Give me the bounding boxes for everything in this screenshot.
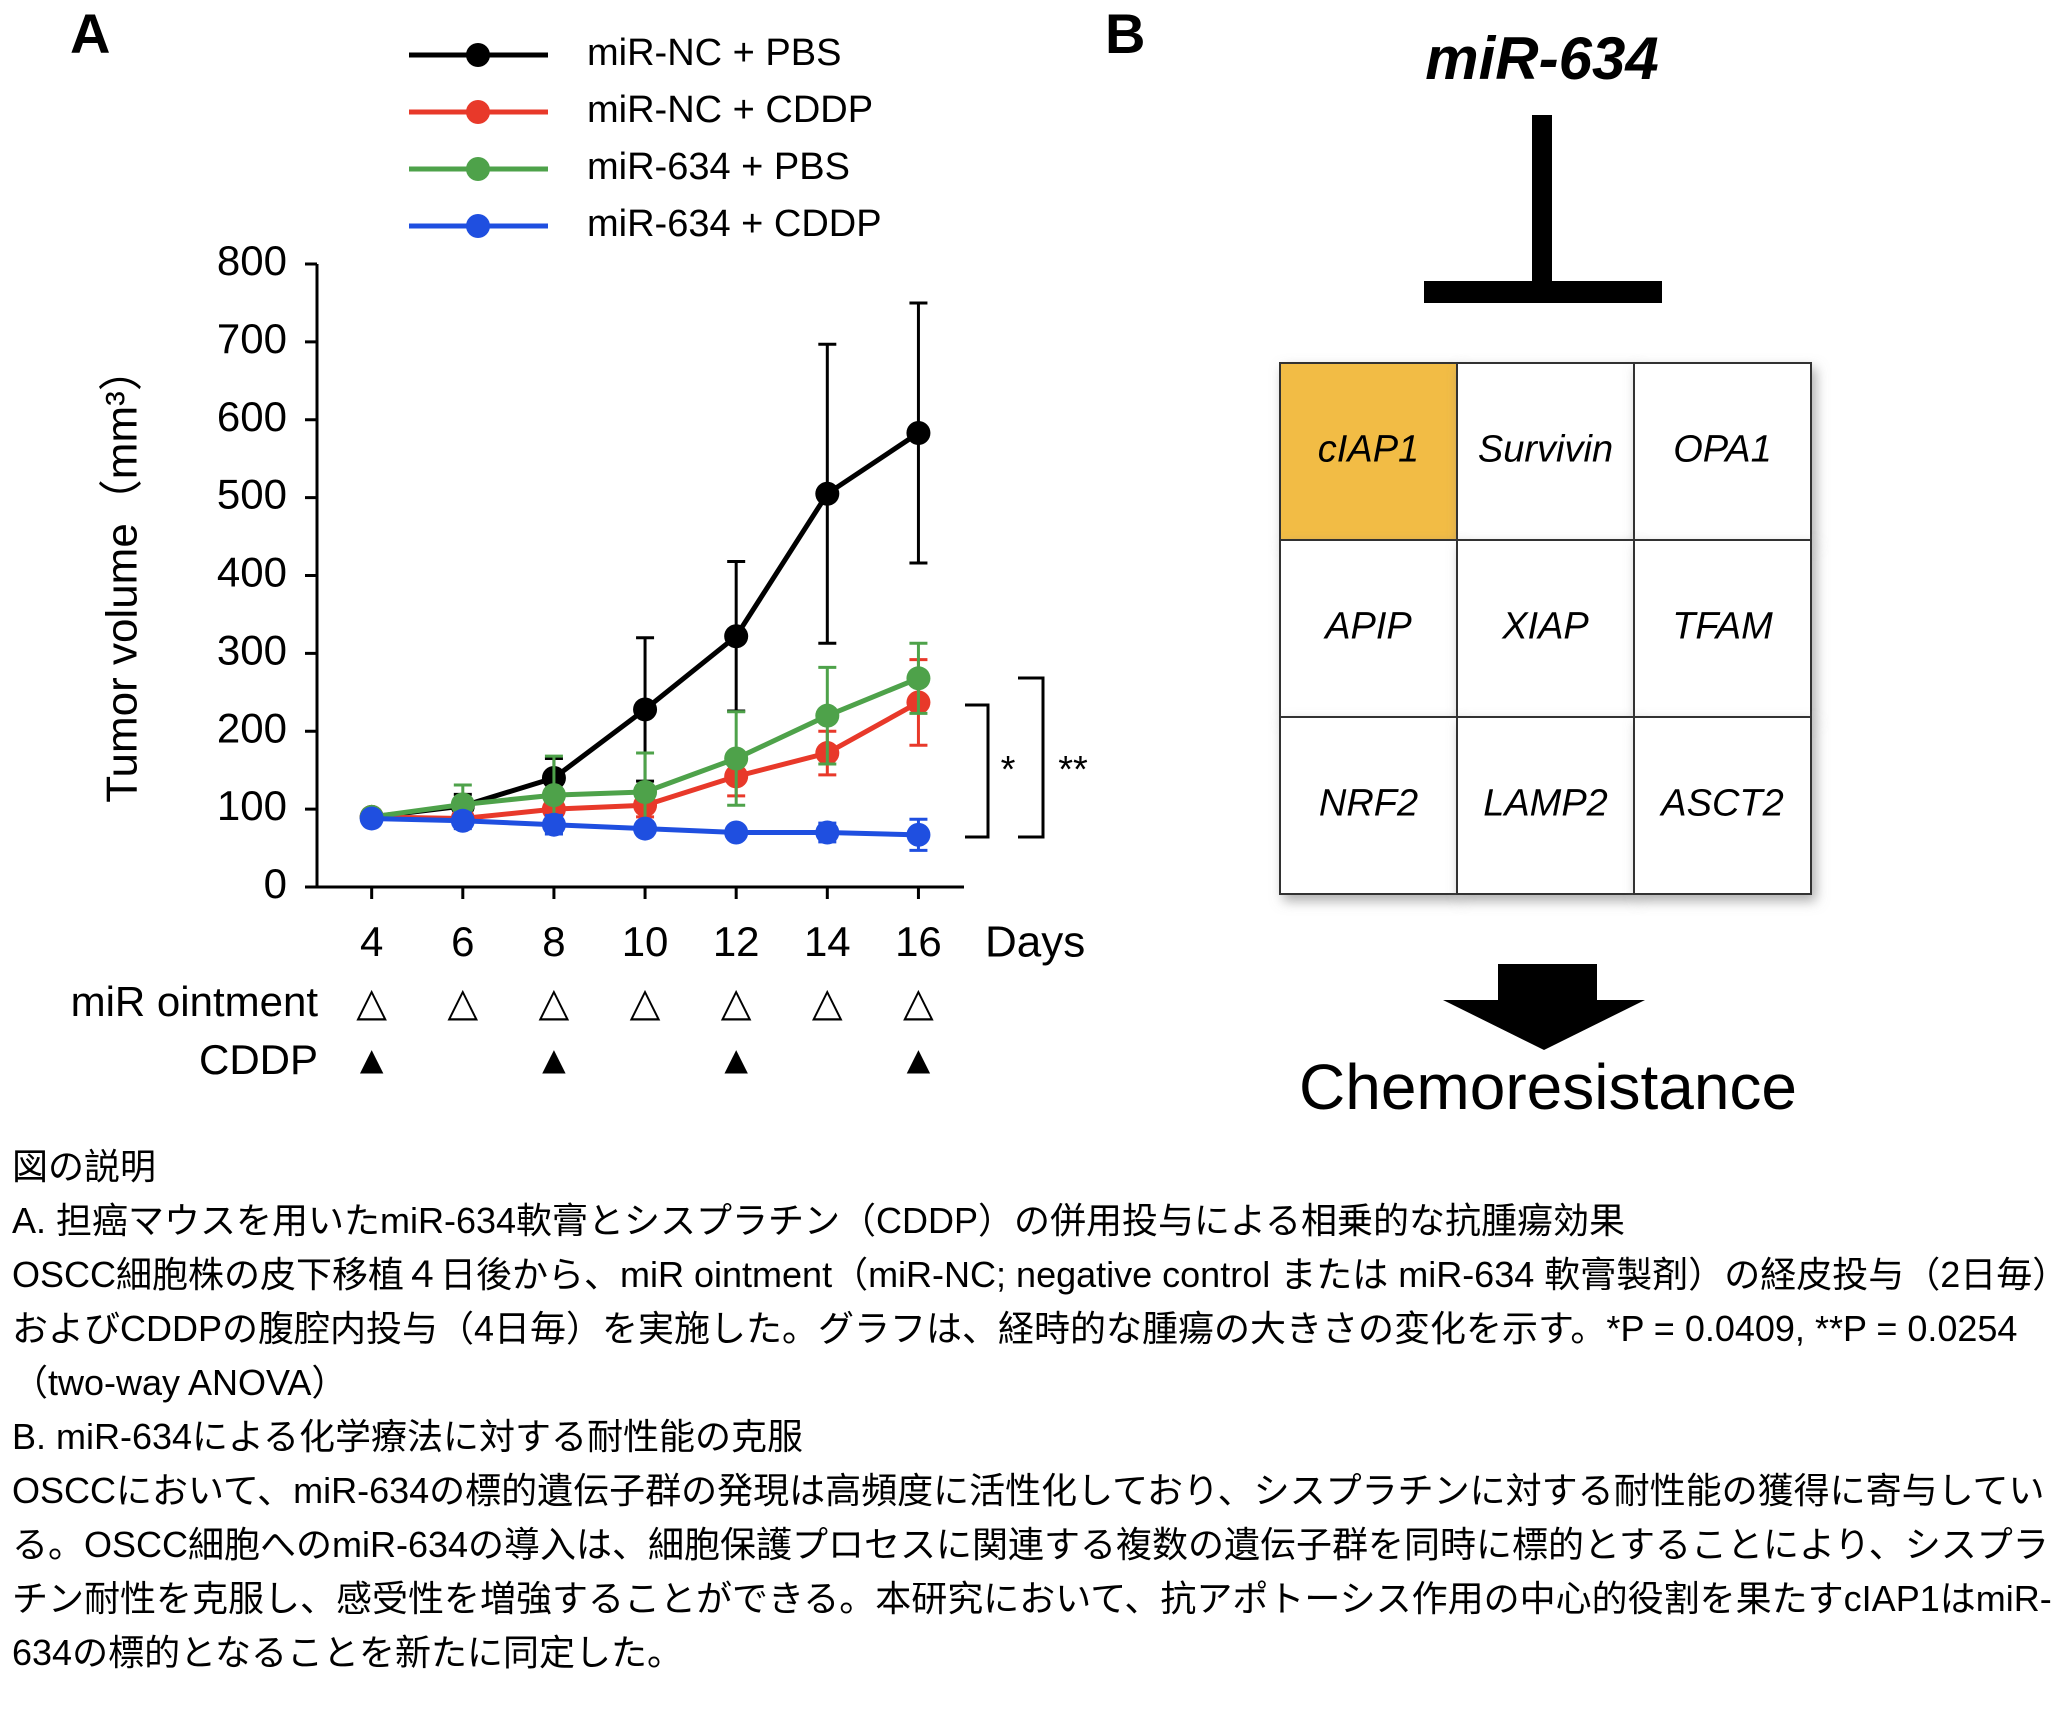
caption-text: OSCC細胞株の皮下移植４日後から、miR ointment（miR-NC; n…	[12, 1254, 2051, 1403]
x-tick-label: 6	[451, 918, 474, 965]
treatment-symbol: △	[630, 981, 661, 1025]
data-point	[450, 808, 475, 833]
data-point	[633, 779, 658, 804]
x-tick-label: 8	[542, 918, 565, 965]
caption-section-title: A. 担癌マウスを用いたmiR-634軟膏とシスプラチン（CDDP）の併用投与に…	[12, 1200, 1625, 1241]
data-point	[541, 812, 566, 837]
significance-label: **	[1058, 749, 1088, 791]
significance-label: *	[1001, 749, 1016, 791]
gene-piece	[1456, 539, 1635, 718]
legend-marker	[466, 157, 490, 181]
legend-label: miR-NC + PBS	[587, 32, 841, 74]
gene-label: OPA1	[1673, 429, 1772, 471]
figure: A B Tumor volume（mm³） Days miR-634 Chemo…	[70, 2, 1812, 1123]
y-tick-label: 600	[217, 393, 287, 440]
y-tick-label: 0	[264, 860, 287, 907]
data-point	[815, 703, 840, 728]
significance-bracket	[965, 703, 990, 839]
gene-label: TFAM	[1672, 606, 1773, 648]
gene-piece	[1633, 362, 1812, 541]
arrow-shaft	[1498, 964, 1597, 1002]
data-point	[815, 820, 840, 845]
diagram-output: Chemoresistance	[1299, 1051, 1797, 1123]
legend-label: miR-634 + CDDP	[587, 203, 882, 245]
y-tick-label: 200	[217, 704, 287, 751]
x-tick-label: 4	[360, 918, 383, 965]
gene-label: cIAP1	[1318, 429, 1419, 471]
legend-marker	[466, 214, 490, 238]
x-tick-label: 12	[713, 918, 760, 965]
panel-label: A	[70, 2, 110, 65]
treatment-symbol: ▲	[899, 1039, 939, 1083]
data-point	[724, 624, 749, 649]
gene-piece	[1456, 716, 1635, 895]
legend-marker	[466, 100, 490, 124]
y-tick-label: 800	[217, 237, 287, 284]
gene-label: XIAP	[1501, 606, 1589, 648]
gene-label: LAMP2	[1483, 783, 1608, 825]
arrow-head	[1443, 1000, 1645, 1050]
data-point	[724, 746, 749, 771]
data-point	[815, 481, 840, 506]
data-point	[633, 816, 658, 841]
gene-label: APIP	[1323, 606, 1412, 648]
y-tick-label: 400	[217, 549, 287, 596]
x-tick-label: 16	[895, 918, 942, 965]
caption: 図の説明 A. 担癌マウスを用いたmiR-634軟膏とシスプラチン（CDDP）の…	[12, 1140, 2057, 1680]
gene-label: NRF2	[1319, 783, 1418, 825]
gene-grid: cIAP1 Survivin OPA1 APIP XIAP TFAM NRF2 LAMP2 AS…	[1279, 362, 1812, 895]
y-tick-label: 100	[217, 782, 287, 829]
data-point	[633, 697, 658, 722]
data-point	[906, 822, 931, 847]
treatment-symbol: ▲	[352, 1039, 392, 1083]
diagram-title: miR-634	[1425, 25, 1658, 92]
legend-marker	[466, 43, 490, 67]
y-tick-label: 700	[217, 315, 287, 362]
treatment-symbol: △	[903, 981, 934, 1025]
caption-heading: 図の説明	[12, 1146, 157, 1187]
data-point	[906, 666, 931, 691]
treatment-symbol: △	[356, 981, 387, 1025]
panel-label: B	[1105, 2, 1145, 65]
caption-section-title: B. miR-634による化学療法に対する耐性能の克服	[12, 1416, 803, 1457]
treatment-symbol: ▲	[534, 1039, 574, 1083]
treatment-symbol: △	[812, 981, 843, 1025]
legend-label: miR-634 + PBS	[587, 146, 850, 188]
significance-bracket	[1018, 676, 1045, 839]
legend-label: miR-NC + CDDP	[587, 89, 873, 131]
data-point	[359, 806, 384, 831]
gene-label: Survivin	[1478, 429, 1613, 471]
treatment-symbol: △	[721, 981, 752, 1025]
y-tick-label: 300	[217, 626, 287, 673]
data-point	[724, 820, 749, 845]
y-tick-label: 500	[217, 471, 287, 518]
gene-piece	[1633, 716, 1812, 895]
treatment-symbol: △	[539, 981, 570, 1025]
gene-piece	[1279, 362, 1458, 541]
x-tick-label: 10	[622, 918, 669, 965]
treatment-label: miR ointment	[71, 978, 319, 1025]
treatment-symbol: ▲	[716, 1039, 756, 1083]
x-axis-label: Days	[985, 918, 1085, 967]
gene-label: ASCT2	[1659, 783, 1783, 825]
data-point	[906, 420, 931, 445]
y-axis-label: Tumor volume（mm³）	[98, 347, 147, 803]
treatment-symbol: △	[447, 981, 478, 1025]
caption-text: OSCCにおいて、miR-634の標的遺伝子群の発現は高頻度に活性化しており、シ…	[12, 1470, 2052, 1673]
treatment-label: CDDP	[199, 1036, 318, 1083]
x-tick-label: 14	[804, 918, 851, 965]
gene-piece	[1633, 539, 1812, 718]
data-point	[541, 783, 566, 808]
